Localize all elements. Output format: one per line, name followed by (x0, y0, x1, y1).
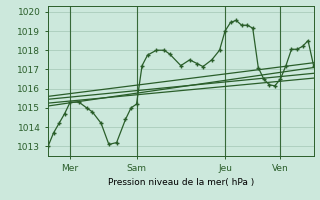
X-axis label: Pression niveau de la mer( hPa ): Pression niveau de la mer( hPa ) (108, 178, 254, 187)
